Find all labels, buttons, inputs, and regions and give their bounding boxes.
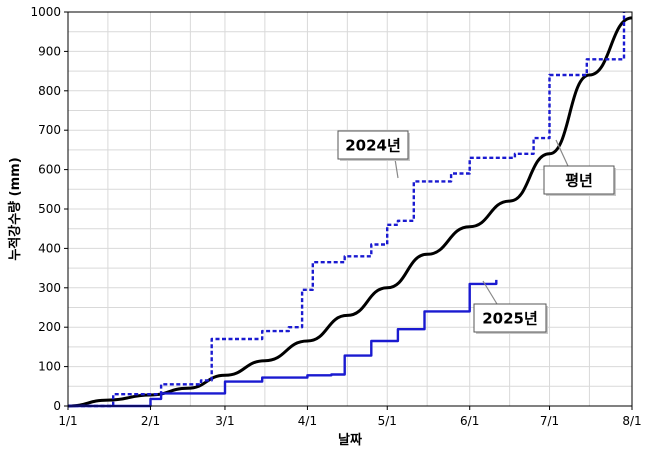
y-tick-label: 1000 [30,5,61,19]
series-2024-line [68,12,626,408]
callout-box [473,303,547,333]
y-tick-label: 600 [38,163,61,177]
x-tick-label: 4/1 [298,414,317,428]
callout-label: 2025년 [482,310,538,328]
y-tick-label: 800 [38,84,61,98]
series-lines [67,12,633,408]
x-tick-label: 5/1 [378,414,397,428]
callout-leader [394,158,399,179]
series-2025-line [68,279,498,408]
callout-leader [555,139,569,167]
y-tick-label: 0 [53,399,61,413]
y-axis-title: 누적강수량 (mm) [7,157,23,260]
callout-label: 평년 [565,172,593,190]
x-tick-label: 8/1 [622,414,641,428]
x-tick-label: 1/1 [58,414,77,428]
x-tick-label: 6/1 [460,414,479,428]
x-axis-title: 날짜 [338,432,362,448]
y-tick-label: 700 [38,123,61,137]
x-tick-label: 3/1 [215,414,234,428]
y-tick-label: 900 [38,44,61,58]
axis-ticks: 0 100 200 300 400 500 600 700 800 900 1000 1/1 2/1 3/… [30,5,641,428]
callout-label: 2024년 [345,137,401,155]
x-tick-label: 2/1 [141,414,160,428]
callout-box [543,165,615,195]
y-tick-label: 100 [38,360,61,374]
x-tick-label: 7/1 [540,414,559,428]
grid [68,12,632,406]
callout-box [337,130,409,160]
y-tick-label: 500 [38,202,61,216]
y-tick-label: 300 [38,281,61,295]
y-tick-label: 400 [38,241,61,255]
y-tick-label: 200 [38,320,61,334]
callout-leader [482,280,498,305]
series-normal-line [67,16,633,408]
